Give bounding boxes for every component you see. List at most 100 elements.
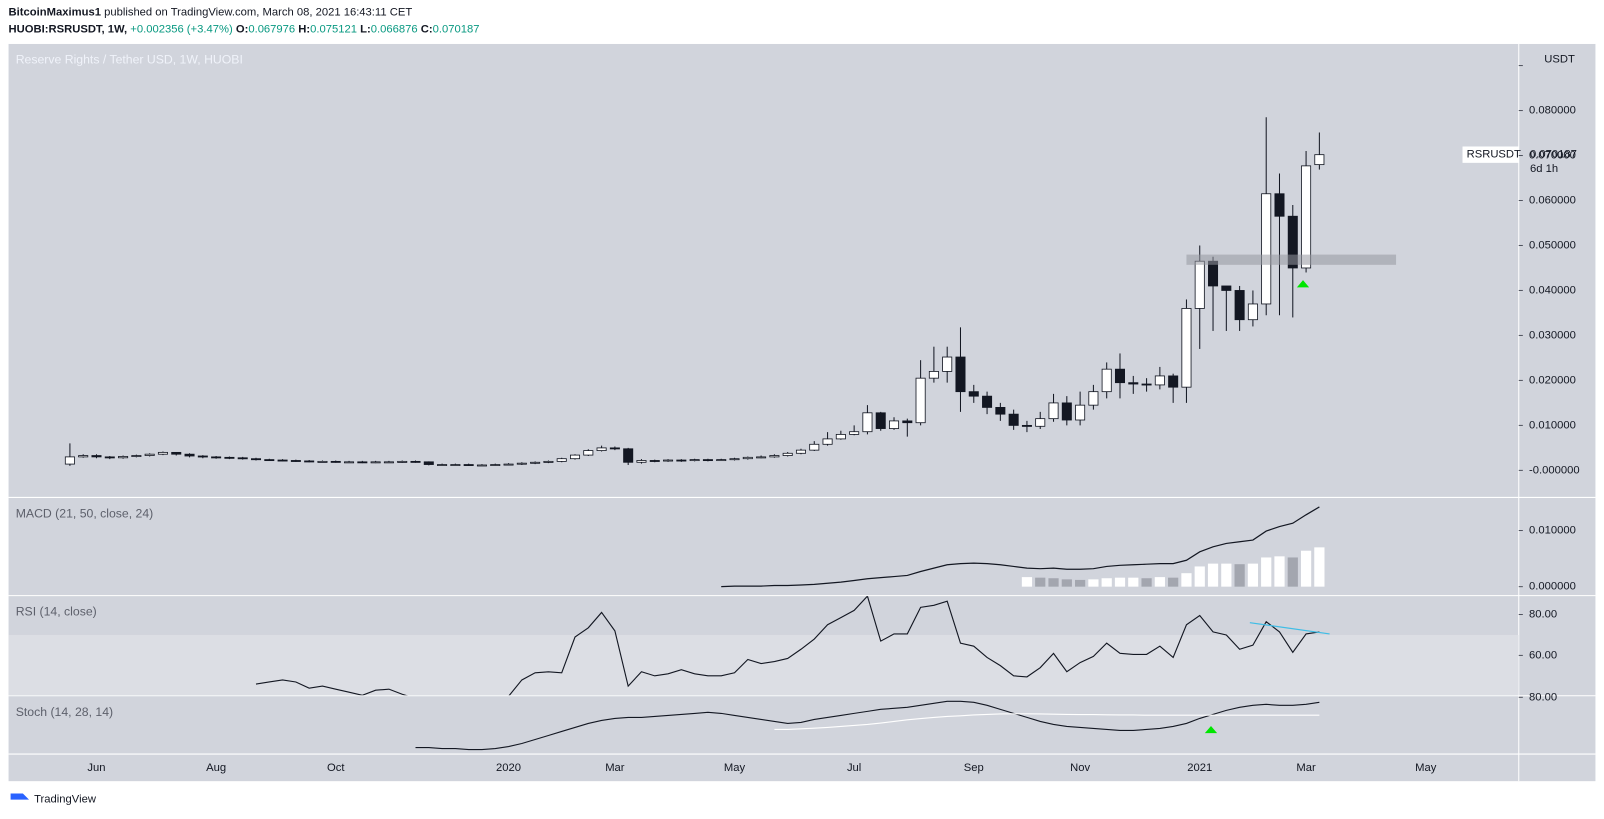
ohlc-label: O: — [236, 24, 248, 36]
candle-body — [197, 455, 208, 458]
candle-body — [64, 456, 75, 465]
histogram-bar — [1181, 573, 1192, 587]
histogram-bar — [1101, 578, 1112, 587]
candle-body — [250, 458, 262, 461]
candle-body — [91, 455, 102, 458]
candle-body — [476, 464, 487, 467]
band — [8, 634, 1519, 696]
histogram-bar — [1274, 556, 1285, 587]
x-tick-label: May — [1415, 762, 1437, 774]
published: published on TradingView.com, March 08, … — [104, 6, 412, 18]
candle-body — [1141, 383, 1152, 386]
indicator-line — [415, 700, 1320, 751]
candle-body — [437, 464, 448, 466]
pane — [64, 117, 1325, 467]
candle-body — [1114, 368, 1125, 384]
candle-body — [889, 420, 900, 429]
y-tick-label: 0.080000 — [1529, 105, 1576, 117]
ohlc-value: 0.067976 — [248, 24, 295, 36]
candle-body — [928, 371, 939, 379]
y-tick-label: 80.00 — [1529, 691, 1557, 703]
ohlc-label: L: — [360, 24, 371, 36]
candle-body — [769, 455, 780, 458]
candle-body — [1101, 368, 1112, 393]
candle-body — [902, 420, 913, 424]
candle-body — [676, 459, 687, 462]
candle-body — [636, 460, 647, 463]
marks — [8, 117, 1519, 751]
x-tick-label: Jul — [847, 762, 861, 774]
change: +0.002356 (+3.47%) — [130, 24, 233, 36]
histogram-bar — [1088, 579, 1099, 587]
y-tick-label: 0.030000 — [1529, 329, 1576, 341]
pane-title: Stoch (14, 28, 14) — [16, 705, 113, 719]
candle-body — [570, 454, 581, 460]
x-tick-label: 2020 — [496, 762, 521, 774]
y-tick-label: 0.000000 — [1529, 581, 1576, 593]
candle-body — [1234, 290, 1245, 321]
histogram-bar — [1061, 579, 1072, 587]
candle-body — [104, 456, 115, 459]
histogram-bar — [1300, 550, 1312, 587]
histogram-bar — [1021, 577, 1033, 587]
candle-body — [1048, 402, 1059, 420]
ohlc-label: H: — [298, 24, 310, 36]
candle-body — [795, 449, 806, 454]
candle-body — [729, 458, 740, 461]
candle-body — [822, 438, 833, 445]
candle-body — [1301, 165, 1312, 269]
indicator-line — [774, 713, 1320, 731]
histogram-bar — [1221, 563, 1232, 587]
candle-body — [1088, 391, 1099, 406]
candle-body — [1274, 193, 1285, 217]
candle-body — [1221, 285, 1232, 291]
ohlc-label: C: — [421, 24, 433, 36]
arrow-up — [1204, 725, 1218, 734]
candle-body — [171, 451, 182, 455]
candle-body — [357, 461, 368, 464]
candle-body — [968, 391, 979, 397]
candle-body — [995, 407, 1006, 415]
histogram-bar — [1287, 557, 1298, 587]
y-tick-label: 0.070000 — [1529, 149, 1576, 161]
candle-body — [383, 461, 394, 464]
x-tick-label: 2021 — [1187, 762, 1212, 774]
candle-body — [1261, 193, 1272, 305]
candle-body — [397, 460, 408, 463]
x-tick-label: May — [724, 762, 746, 774]
macd-line — [721, 506, 1320, 588]
ohlc-value: 0.075121 — [310, 24, 357, 36]
candle-body — [716, 459, 727, 462]
candle-body — [1314, 154, 1325, 166]
y-tick-label: 0.050000 — [1529, 239, 1576, 251]
candle-body — [1287, 215, 1298, 269]
y-tick-label: 60.00 — [1529, 649, 1557, 661]
indicator-line — [255, 596, 1320, 696]
symbol-label: RSRUSDT — [1467, 149, 1521, 161]
candle-body — [224, 456, 235, 459]
y-tick-label: 0.020000 — [1529, 374, 1576, 386]
candle-body — [942, 356, 953, 372]
candle-body — [330, 460, 341, 463]
histogram-bar — [1141, 578, 1152, 587]
candle-body — [1021, 424, 1032, 427]
y-tick-label: 80.00 — [1529, 608, 1557, 620]
header-line1: BitcoinMaximus1 published on TradingView… — [9, 6, 413, 18]
candle-body — [543, 460, 554, 463]
histogram-bar — [1128, 577, 1139, 587]
candle-body — [663, 459, 674, 462]
candle-body — [556, 458, 567, 462]
y-tick-label: 0.060000 — [1529, 194, 1576, 206]
candle-body — [490, 464, 501, 466]
candle-body — [237, 457, 248, 460]
y-tick-label: 0.040000 — [1529, 284, 1576, 296]
candle-body — [623, 448, 634, 463]
candle-body — [1035, 418, 1046, 427]
x-tick-label: Oct — [327, 762, 345, 774]
candle-body — [702, 459, 713, 462]
pane — [8, 596, 1519, 696]
candle-body — [1154, 375, 1165, 386]
candle-body — [875, 412, 886, 429]
histogram-bar — [1154, 577, 1165, 587]
